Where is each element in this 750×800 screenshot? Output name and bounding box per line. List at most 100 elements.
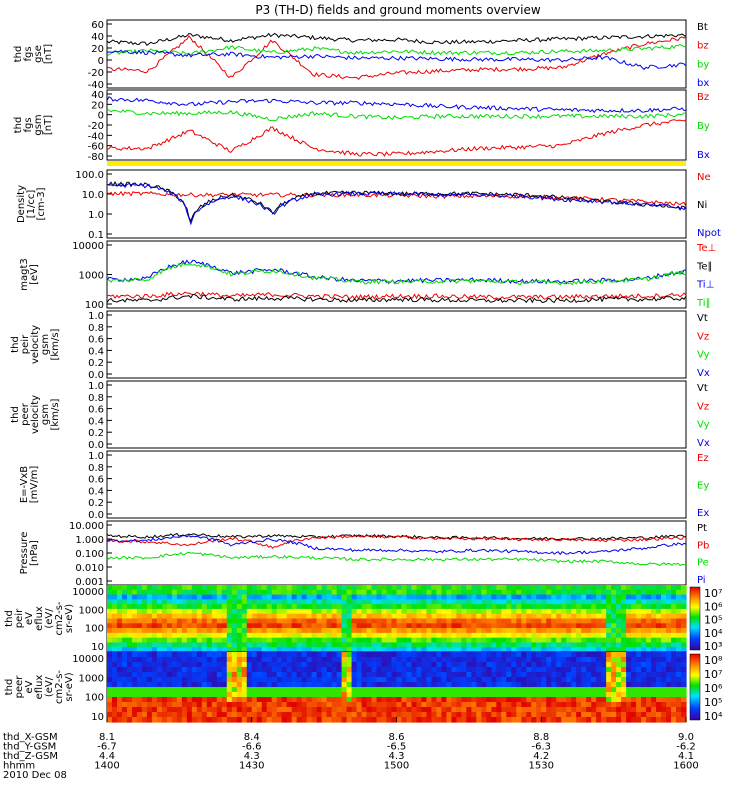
spectrogram-cell [166,585,173,591]
spectrogram-cell [256,628,263,634]
spectrogram-cell [266,682,273,688]
spectrogram-cell [516,599,522,605]
spectrogram-cell [121,692,128,698]
spectrogram-cell [676,672,682,678]
spectrogram-cell [511,677,517,683]
spectrogram-cell [431,662,438,668]
spectrogram-cell [236,599,243,605]
spectrogram-cell [391,672,398,678]
spectrogram-cell [426,672,433,678]
spectrogram-cell [456,589,462,596]
spectrogram-cell [436,657,443,663]
spectrogram-cell [451,642,457,648]
spectrogram-cell [316,604,323,610]
spectrogram-cell [516,667,522,673]
spectrogram-cell [451,589,457,596]
spectrogram-cell [656,667,662,673]
spectrogram-cell [166,682,173,688]
spectrogram-cell [601,604,607,610]
spectrogram-cell [511,608,517,615]
panel-5-ylabel-line: velocity [30,325,41,364]
spectrogram-cell [206,697,213,703]
spectrogram-cell [641,672,647,678]
spectrogram-cell [486,687,492,693]
spectrogram-cell [416,647,423,653]
spectrogram-cell [276,692,283,698]
spectrogram-cell [341,657,348,663]
spectrogram-cell [176,623,183,629]
spectrogram-cell [316,717,323,723]
spectrogram-cell [286,637,293,644]
spectrogram-cell [411,608,418,615]
spectrogram-cell [206,672,213,678]
spectrogram-cell [426,682,433,688]
spectrogram-cell [196,672,203,678]
spectrogram-cell [651,682,657,688]
spectrogram-cell [616,608,622,615]
spectrogram-cell [326,657,333,663]
spectrogram-cell [601,623,607,629]
panel-10-ytick-label: 1000 [79,673,104,684]
spectrogram-cell [526,608,532,615]
spectrogram-cell [521,662,527,668]
spectrogram-cell [226,707,233,713]
spectrogram-cell [116,702,123,708]
spectrogram-cell [181,667,188,673]
spectrogram-cell [341,702,348,708]
spectrogram-cell [351,608,358,615]
spectrogram-cell [271,712,278,718]
spectrogram-cell [596,604,602,610]
spectrogram-cell [396,613,403,620]
legend-Ez: Ez [697,453,709,464]
spectrogram-cell [321,697,328,703]
spectrogram-cell [356,608,363,615]
spectrogram-cell [331,642,338,648]
spectrogram-cell [486,618,492,624]
spectrogram-cell [481,662,487,668]
spectrogram-cell [336,599,343,605]
spectrogram-cell [576,608,582,615]
spectrogram-cell [216,637,223,644]
spectrogram-cell [591,594,597,600]
spectrogram-cell [107,637,113,644]
spectrogram-cell [631,702,637,708]
spectrogram-cell [611,599,617,605]
spectrogram-cell [426,667,433,673]
spectrogram-cell [551,604,557,610]
spectrogram-cell [151,682,158,688]
spectrogram-cell [561,637,567,644]
spectrogram-cell [471,604,477,610]
legend-Ti⊥: Ti⊥ [696,280,714,291]
spectrogram-cell [491,707,497,713]
spectrogram-cell [676,687,682,693]
spectrogram-cell [171,637,178,644]
spectrogram-cell [211,667,218,673]
spectrogram-cell [281,662,288,668]
spectrogram-cell [256,677,263,683]
spectrogram-cell [651,702,657,708]
spectrogram-cell [271,662,278,668]
spectrogram-cell [611,697,617,703]
spectrogram-cell [191,589,198,596]
spectrogram-cell [161,628,168,634]
spectrogram-cell [176,692,183,698]
spectrogram-cell [121,662,128,668]
spectrogram-cell [391,628,398,634]
spectrogram-cell [456,717,462,723]
spectrogram-cell [501,637,507,644]
spectrogram-cell [286,642,293,648]
spectrogram-cell [281,672,288,678]
spectrogram-cell [121,628,128,634]
spectrogram-cell [221,712,228,718]
spectrogram-cell [561,657,567,663]
spectrogram-cell [586,642,592,648]
spectrogram-cell [141,652,148,658]
spectrogram-cell [506,628,512,634]
spectrogram-cell [341,667,348,673]
spectrogram-cell [126,672,133,678]
spectrogram-cell [411,657,418,663]
spectrogram-cell [216,618,223,624]
spectrogram-cell [346,657,353,663]
spectrogram-cell [526,687,532,693]
spectrogram-cell [301,628,308,634]
